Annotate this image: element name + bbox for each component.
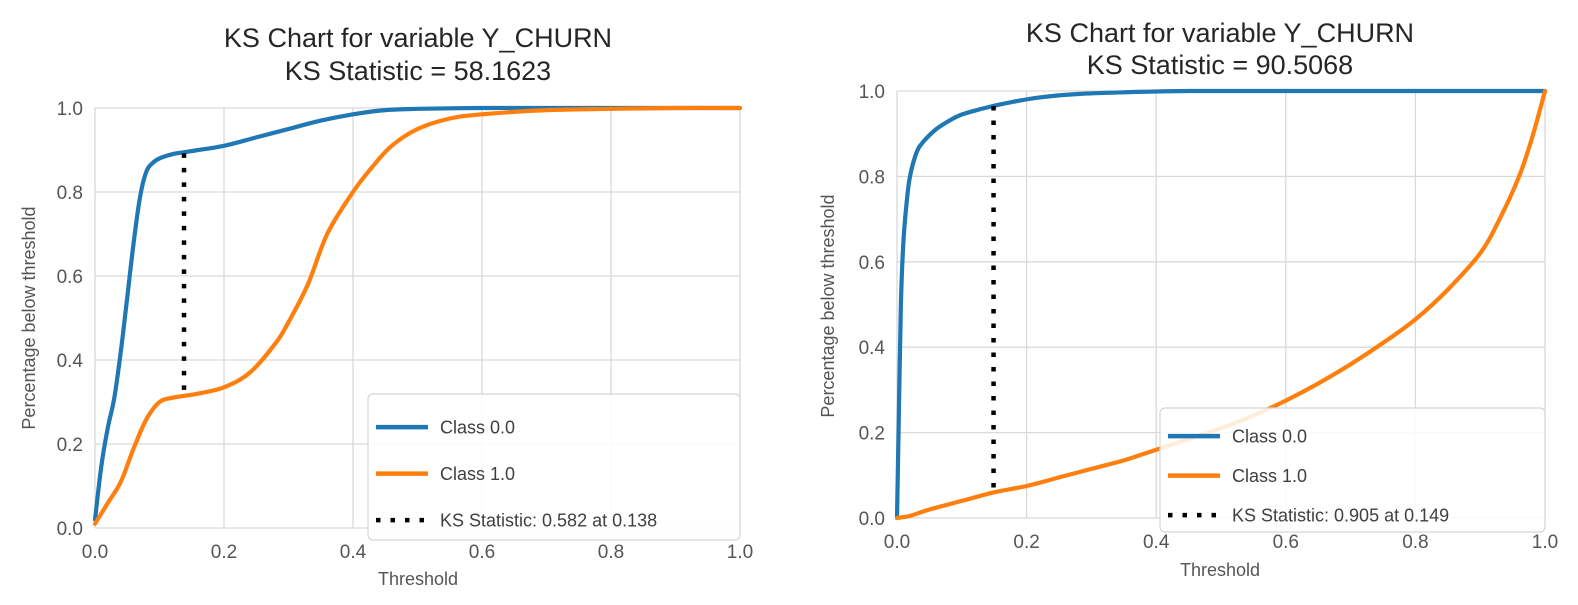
chart-canvas: KS Chart for variable Y_CHURN KS Statist… — [19, 23, 754, 589]
y-tick-label: 1.0 — [57, 99, 83, 120]
series-line-class-1-0 — [92, 105, 743, 526]
chart-title: KS Chart for variable Y_CHURN — [224, 23, 612, 53]
grid — [94, 107, 741, 529]
x-tick-label: 0.4 — [340, 542, 367, 563]
x-tick-label: 0.2 — [211, 542, 237, 563]
y-axis-label: Percentage below threshold — [818, 194, 838, 417]
chart-subtitle: KS Statistic = 90.5068 — [1087, 50, 1353, 80]
x-tick-label: 0.2 — [1013, 532, 1039, 553]
x-tick-label: 0.4 — [1143, 532, 1170, 553]
legend-label: Class 0.0 — [1232, 427, 1307, 447]
legend-label: Class 1.0 — [1232, 466, 1307, 486]
chart-canvas: KS Chart for variable Y_CHURN KS Statist… — [818, 18, 1559, 580]
x-tick-label: 0.6 — [469, 542, 495, 563]
plot-lines — [92, 105, 743, 526]
legend-label: Class 0.0 — [440, 418, 515, 438]
ks-chart-left: KS Chart for variable Y_CHURN KS Statist… — [19, 23, 754, 589]
y-tick-label: 0.0 — [57, 519, 83, 540]
x-tick-label: 1.0 — [727, 542, 753, 563]
x-tick-label: 0.0 — [82, 542, 108, 563]
x-tick-label: 0.6 — [1273, 532, 1299, 553]
y-tick-label: 1.0 — [859, 82, 885, 103]
x-tick-label: 0.8 — [598, 542, 624, 563]
y-tick-label: 0.4 — [57, 351, 84, 372]
legend: Class 0.0 Class 1.0 KS Statistic: 0.905 at… — [1159, 407, 1546, 533]
chart-title: KS Chart for variable Y_CHURN — [1026, 18, 1414, 48]
legend-label: Class 1.0 — [440, 464, 515, 484]
axis-ticks: 0.0 0.2 0.4 0.6 0.8 1.0 0.0 0.2 0.4 0.6 0.8 1.0 — [57, 99, 754, 563]
x-tick-label: 1.0 — [1532, 532, 1558, 553]
y-tick-label: 0.2 — [57, 435, 83, 456]
y-tick-label: 0.8 — [859, 167, 885, 188]
x-axis-label: Threshold — [1180, 560, 1260, 580]
axis-ticks: 0.0 0.2 0.4 0.6 0.8 1.0 0.0 0.2 0.4 0.6 0.8 1.0 — [859, 82, 1559, 553]
y-tick-label: 0.6 — [57, 267, 83, 288]
chart-subtitle: KS Statistic = 58.1623 — [285, 56, 551, 86]
ks-chart-right: KS Chart for variable Y_CHURN KS Statist… — [790, 0, 1578, 605]
legend-box — [1159, 407, 1546, 533]
y-tick-label: 0.2 — [859, 424, 885, 445]
legend-label: KS Statistic: 0.582 at 0.138 — [440, 511, 657, 531]
series-line-class-0-0 — [92, 105, 743, 522]
x-tick-label: 0.8 — [1402, 532, 1428, 553]
legend-label: KS Statistic: 0.905 at 0.149 — [1232, 506, 1449, 526]
series-line-class-0-0 — [894, 88, 1548, 521]
legend-box — [367, 393, 741, 541]
y-tick-label: 0.4 — [859, 338, 886, 359]
y-tick-label: 0.6 — [859, 253, 885, 274]
y-tick-label: 0.8 — [57, 183, 83, 204]
y-tick-label: 0.0 — [859, 509, 885, 530]
x-axis-label: Threshold — [378, 569, 458, 589]
legend: Class 0.0 Class 1.0 KS Statistic: 0.582 at… — [367, 393, 741, 541]
x-tick-label: 0.0 — [884, 532, 910, 553]
y-axis-label: Percentage below threshold — [19, 206, 39, 429]
